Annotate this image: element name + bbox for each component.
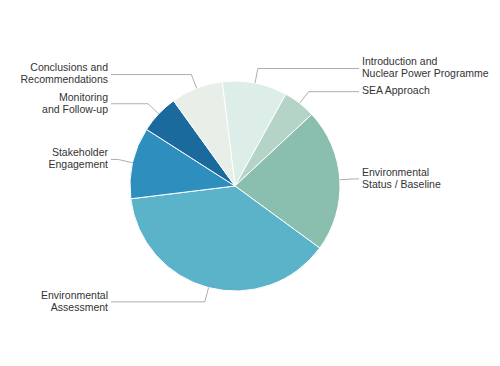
slice-label: StakeholderEngagement <box>48 146 108 170</box>
leader-line <box>255 68 359 82</box>
leader-line <box>111 104 159 114</box>
pie-slice <box>174 82 235 186</box>
leader-line <box>340 178 359 180</box>
pie <box>130 81 340 291</box>
chart-container: Introduction andNuclear Power Programme S… <box>0 0 500 366</box>
leader-lines <box>111 68 359 301</box>
slice-label: Conclusions andRecommendations <box>20 61 108 85</box>
slice-label: Introduction andNuclear Power Programme <box>362 55 489 79</box>
labels: Introduction andNuclear Power Programme S… <box>20 55 488 312</box>
slice-label: SEA Approach <box>362 84 430 96</box>
slice-label: EnvironmentalStatus / Baseline <box>362 166 441 190</box>
slice-label: Monitoringand Follow-up <box>42 91 108 115</box>
leader-line <box>111 288 209 302</box>
leader-line <box>300 92 359 104</box>
pie-slice <box>131 186 320 291</box>
slice-label: EnvironmentalAssessment <box>41 289 108 313</box>
leader-line <box>111 75 197 89</box>
leader-line <box>111 159 133 162</box>
chart: Introduction andNuclear Power Programme S… <box>0 0 500 366</box>
